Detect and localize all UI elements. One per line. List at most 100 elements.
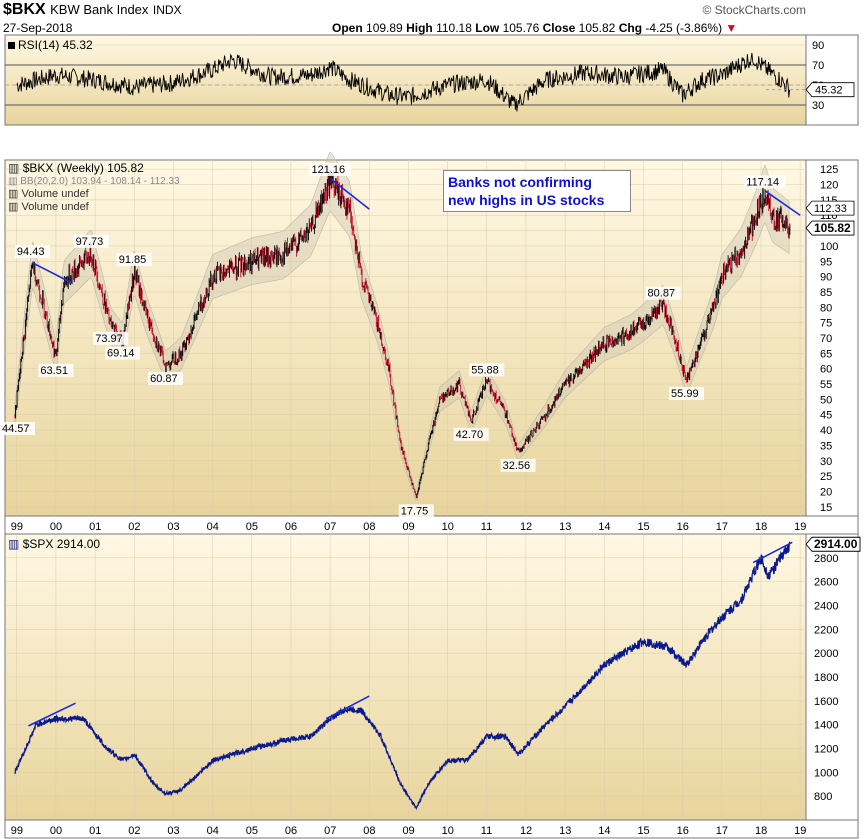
price-x-tick-label: 12: [520, 521, 532, 533]
spx-x-tick-label: 12: [520, 825, 532, 837]
price-x-tick-label: 09: [402, 521, 414, 533]
price-tick-label: 30: [820, 456, 832, 468]
spx-legend-icon: ▥: [8, 537, 20, 551]
price-tick-label: 40: [820, 425, 832, 437]
spx-x-tick-label: 99: [11, 825, 23, 837]
annotation-box: Banks not confirming new highs in US sto…: [443, 170, 631, 212]
spx-tick-label: 800: [814, 791, 832, 803]
spx-tick-label: 2600: [814, 577, 838, 589]
price-tick-label: 15: [820, 502, 832, 514]
price-tick-label: 60: [820, 364, 832, 376]
price-point-label: 17.75: [401, 505, 429, 517]
close-value: 105.82: [578, 21, 616, 35]
bb-upper-label: 112.33: [814, 203, 847, 215]
price-legend-text: $BKX (Weekly) 105.82: [22, 161, 144, 175]
price-tick-label: 95: [820, 256, 832, 268]
price-point-label: 117.14: [746, 176, 779, 188]
spx-trendline: [28, 702, 76, 727]
spx-x-tick-label: 19: [794, 825, 806, 837]
price-label-bg: [73, 234, 109, 248]
price-x-tick-label: 99: [11, 521, 23, 533]
price-tick-label: 90: [820, 272, 832, 284]
spx-x-tick-label: 14: [598, 825, 610, 837]
rsi-line: [16, 52, 791, 112]
price-point-label: 55.88: [471, 364, 499, 376]
price-trendline: [329, 177, 370, 210]
spx-x-tick-label: 13: [559, 825, 571, 837]
rsi-tick-label: 30: [812, 100, 824, 112]
price-x-tick-label: 18: [755, 521, 767, 533]
low-label: Low: [475, 21, 500, 35]
price-label-bg: [398, 504, 434, 518]
spx-legend: ▥ $SPX 2914.00: [8, 537, 100, 551]
price-label-bg: [105, 346, 141, 360]
price-current-label-tag: [805, 220, 855, 236]
price-tick-label: 75: [820, 318, 832, 330]
price-x-tick-label: 19: [794, 521, 806, 533]
price-tick-label: 35: [820, 440, 832, 452]
spx-x-tick-label: 08: [363, 825, 375, 837]
price-label-bg: [500, 458, 536, 472]
spx-x-tick-label: 09: [402, 825, 414, 837]
date-label: 27-Sep-2018: [3, 21, 73, 35]
price-label-bg: [0, 422, 35, 436]
spx-tick-label: 2400: [814, 601, 838, 613]
price-label-bg: [309, 162, 351, 176]
candle-legend-icon: ▥: [8, 161, 20, 175]
price-x-tick-label: 00: [50, 521, 62, 533]
volume-legend-icon: ▥: [8, 201, 19, 213]
bb-legend-text: BB(20,2.0) 103.94 - 108.14 - 112.33: [20, 176, 180, 187]
price-trendline: [764, 190, 801, 216]
price-point-label: 94.43: [17, 246, 45, 258]
price-point-label: 44.57: [2, 423, 30, 435]
price-tick-label: 20: [820, 486, 832, 498]
spx-x-tick-label: 11: [481, 825, 492, 837]
spx-tick-label: 1800: [814, 672, 838, 684]
rsi-legend: RSI(14) 45.32: [8, 38, 93, 52]
price-label-bg: [93, 331, 129, 345]
rsi-current-label: 45.32: [815, 85, 843, 97]
symbol-name: KBW Bank Index: [50, 2, 149, 17]
price-point-label: 73.97: [95, 333, 123, 345]
price-point-label: 55.99: [671, 388, 699, 400]
price-axis-area: [805, 159, 859, 517]
spx-x-tick-label: 15: [637, 825, 649, 837]
price-point-label: 91.85: [119, 254, 147, 266]
price-label-bg: [116, 252, 152, 266]
price-tick-label: 85: [820, 287, 832, 299]
price-x-tick-label: 03: [167, 521, 179, 533]
spx-tick-label: 2800: [814, 553, 838, 565]
price-x-tick-label: 04: [207, 521, 219, 533]
price-x-tick-label: 06: [285, 521, 297, 533]
price-current-label: 105.82: [814, 221, 851, 235]
chg-down-icon: ▼: [725, 21, 738, 35]
volume-legend-1: Volume undef: [21, 188, 89, 200]
spx-tick-label: 2200: [814, 624, 838, 636]
price-point-label: 97.73: [76, 236, 104, 248]
rsi-current-tag: [805, 82, 855, 98]
chg-value: -4.25 (-3.86%): [645, 21, 723, 35]
spx-x-tick-label: 16: [677, 825, 689, 837]
price-tick-label: 65: [820, 348, 832, 360]
close-label: Close: [542, 21, 576, 35]
volume-legend-icon: ▥: [8, 188, 19, 200]
price-point-label: 69.14: [107, 348, 135, 360]
spx-axis-area: [805, 533, 859, 821]
spx-x-tick-label: 06: [285, 825, 297, 837]
high-label: High: [406, 21, 433, 35]
price-point-label: 42.70: [456, 429, 484, 441]
price-point-label: 63.51: [40, 365, 68, 377]
symbol: $BKX: [3, 1, 46, 18]
price-tick-label: 45: [820, 410, 832, 422]
price-x-tick-label: 05: [246, 521, 258, 533]
price-point-label: 80.87: [648, 288, 676, 300]
spx-x-tick-label: 05: [246, 825, 258, 837]
price-label-bg: [14, 245, 50, 259]
annotation-line-2: new highs in US stocks: [448, 192, 605, 208]
price-x-tick-label: 15: [637, 521, 649, 533]
price-tick-label: 25: [820, 471, 832, 483]
spx-tick-label: 1600: [814, 696, 838, 708]
volume-legend-2: Volume undef: [21, 201, 89, 213]
legend-swatch-icon: [8, 42, 15, 49]
